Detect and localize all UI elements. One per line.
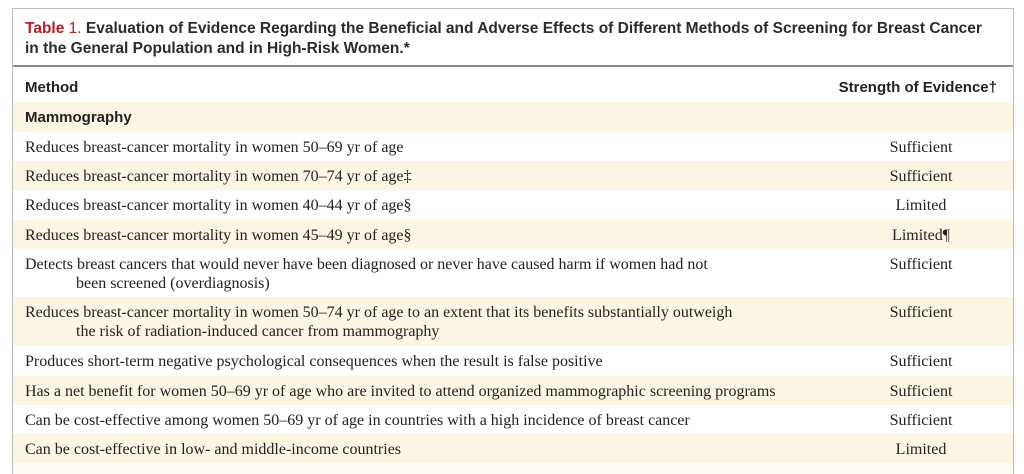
table-header-row: Method Strength of Evidence† [13, 67, 1013, 102]
method-cell: Can be cost-effective among women 50–69 … [25, 405, 841, 430]
column-header-method: Method [25, 79, 79, 96]
method-cell: Reduces breast-cancer mortality in women… [25, 132, 841, 157]
title-line-2: in the General Population and in High-Ri… [25, 40, 410, 57]
method-text: Reduces breast-cancer mortality in women… [25, 139, 404, 156]
table-row: Reduces breast-cancer mortality in women… [13, 132, 1013, 161]
table-row: Can be cost-effective among women 50–69 … [13, 405, 1013, 434]
strength-cell: Sufficient [889, 383, 953, 400]
method-cell: Reduces breast-cancer mortality in women… [25, 297, 841, 341]
table-row: Reduces breast-cancer mortality in women… [13, 190, 1013, 220]
title-line-1: Table 1. Evaluation of Evidence Regardin… [25, 19, 1001, 39]
table-label: Table [25, 20, 65, 37]
method-cell: Has a net benefit for women 50–69 yr of … [25, 376, 841, 401]
method-text: Produces short-term negative psychologic… [25, 353, 603, 370]
method-cell: Reduces breast-cancer mortality in women… [25, 220, 841, 245]
strength-cell: Sufficient [889, 412, 953, 429]
method-text-continuation: the risk of radiation-induced cancer fro… [76, 323, 440, 340]
table-row: Produces short-term negative psychologic… [13, 346, 1013, 376]
table-row: Can be cost-effective in low- and middle… [13, 434, 1013, 463]
table-title: Table 1. Evaluation of Evidence Regardin… [13, 9, 1013, 67]
strength-cell: Limited¶ [892, 227, 950, 244]
table-row: Reduces breast-cancer mortality in women… [13, 161, 1013, 190]
method-text: Can be cost-effective in low- and middle… [25, 441, 402, 458]
table-row: Has a net benefit for women 50–69 yr of … [13, 376, 1013, 405]
table-row: Reduces breast-cancer mortality in women… [13, 297, 1013, 346]
title-text-1: Evaluation of Evidence Regarding the Ben… [85, 20, 982, 37]
method-cell: Detects breast cancers that would never … [25, 249, 841, 293]
strength-cell: Sufficient [889, 168, 953, 185]
method-cell: Produces short-term negative psychologic… [25, 346, 841, 371]
method-text: Reduces breast-cancer mortality in women… [25, 168, 412, 185]
method-text: Has a net benefit for women 50–69 yr of … [25, 383, 776, 400]
method-cell: Can be cost-effective in low- and middle… [25, 434, 841, 459]
table-row: Reduces breast-cancer mortality in women… [13, 220, 1013, 249]
column-header-strength: Strength of Evidence† [838, 79, 997, 96]
strength-cell: Sufficient [889, 304, 953, 321]
method-cell: Reduces breast-cancer mortality in women… [25, 161, 841, 186]
strength-cell: Sufficient [889, 353, 953, 370]
method-text: Reduces breast-cancer mortality in women… [25, 197, 412, 214]
strength-cell: Sufficient [889, 139, 953, 156]
strength-cell: Limited [895, 197, 947, 214]
table-frame: Table 1. Evaluation of Evidence Regardin… [12, 8, 1014, 474]
method-cell: Reduces breast-cancer mortality in women… [25, 190, 841, 215]
table-row: Detects breast cancers that would never … [13, 249, 1013, 297]
method-text: Reduces breast-cancer mortality in women… [25, 227, 412, 244]
table-number: 1. [68, 20, 82, 37]
section-label: Mammography [25, 109, 132, 126]
method-text-continuation: been screened (overdiagnosis) [76, 275, 270, 292]
strength-cell: Sufficient [889, 256, 953, 273]
method-text: Can be cost-effective among women 50–69 … [25, 412, 690, 429]
strength-cell: Limited [895, 441, 947, 458]
section-heading-mammography: Mammography [13, 102, 1013, 132]
method-text: Detects breast cancers that would never … [25, 256, 708, 273]
method-text: Reduces breast-cancer mortality in women… [25, 304, 733, 321]
